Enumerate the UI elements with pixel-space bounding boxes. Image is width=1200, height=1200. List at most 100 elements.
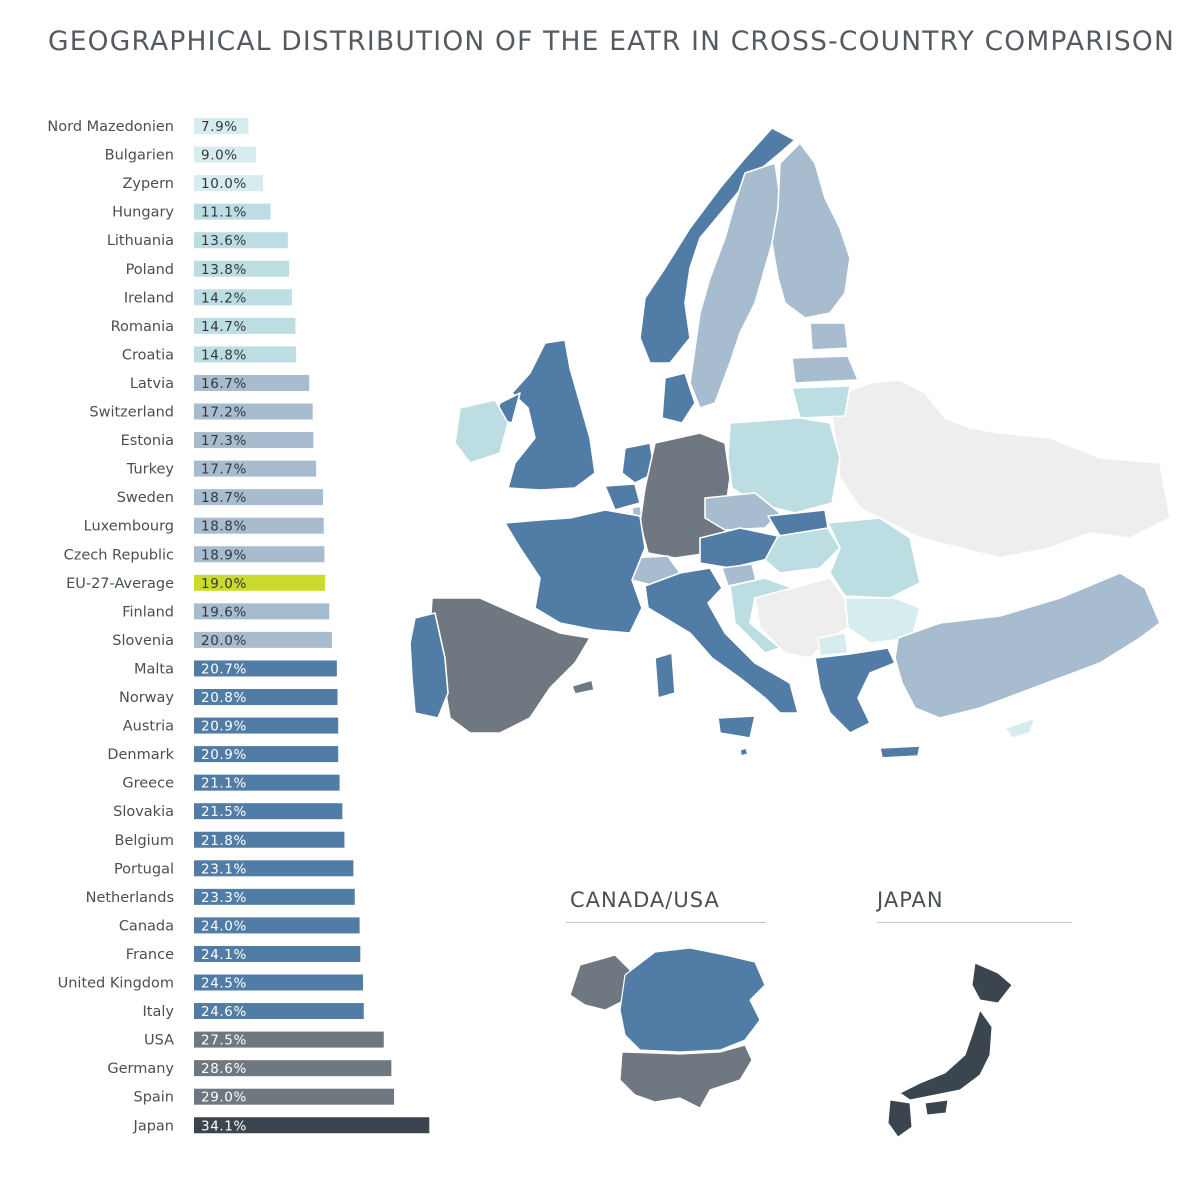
na-inset-rule (566, 922, 766, 923)
bar (194, 803, 343, 820)
map-honshu (899, 1008, 993, 1101)
value-label: 34.1% (201, 1118, 247, 1134)
value-label: 11.1% (201, 205, 247, 221)
bar (194, 232, 288, 249)
value-label: 18.7% (201, 490, 247, 506)
value-label: 23.3% (201, 890, 247, 906)
category-label: EU-27-Average (66, 576, 174, 592)
category-label: Luxembourg (84, 519, 174, 535)
category-label: Slovenia (112, 633, 174, 649)
north-america-map (569, 947, 766, 1109)
value-label: 18.9% (201, 547, 247, 563)
category-label: Lithuania (107, 233, 174, 249)
bar (194, 831, 345, 848)
value-label: 7.9% (201, 119, 238, 135)
map-belgium (604, 483, 641, 511)
category-label: USA (144, 1033, 174, 1049)
map-malta (739, 747, 749, 757)
bar (194, 660, 337, 677)
category-label: Slovakia (113, 804, 174, 820)
category-label: Switzerland (89, 405, 174, 421)
map-shikoku (924, 1099, 949, 1116)
category-label: Germany (107, 1061, 174, 1077)
category-label: Bulgarien (105, 148, 174, 164)
category-label: United Kingdom (58, 976, 174, 992)
category-label: Greece (122, 776, 174, 792)
bar (194, 689, 338, 705)
value-label: 20.9% (201, 747, 247, 763)
value-label: 16.7% (201, 376, 247, 392)
bar (194, 289, 292, 306)
bar-chart: Nord Mazedonien 7.9% Bulgarien 9.0% Zypern 10… (47, 118, 430, 1134)
map-czech (704, 492, 781, 531)
map-kyushu (887, 1099, 913, 1138)
map-region-east (829, 379, 1170, 559)
bar (194, 203, 271, 220)
category-label: Portugal (114, 861, 174, 877)
map-uk (507, 339, 596, 491)
bar (194, 945, 361, 962)
bar (194, 260, 290, 277)
bar (194, 489, 324, 506)
map-portugal (409, 612, 449, 719)
map-sardinia (654, 652, 676, 699)
value-label: 17.2% (201, 405, 247, 421)
value-label: 23.1% (201, 861, 247, 877)
value-label: 20.9% (201, 719, 247, 735)
category-label: Finland (122, 604, 174, 620)
map-sweden (689, 162, 781, 409)
map-hokkaido (971, 962, 1013, 1004)
category-label: Ireland (124, 290, 174, 306)
value-label: 13.8% (201, 262, 247, 278)
category-label: France (126, 947, 174, 963)
value-label: 20.7% (201, 661, 247, 677)
bar (194, 1117, 430, 1134)
map-estonia (809, 322, 849, 351)
bar (194, 460, 317, 477)
category-label: Norway (119, 690, 174, 706)
bar (194, 974, 364, 991)
bar (194, 574, 326, 591)
map-lithuania (791, 385, 851, 419)
value-label: 14.2% (201, 290, 247, 306)
bar (194, 603, 330, 620)
category-label: Estonia (121, 433, 174, 449)
value-label: 20.0% (201, 633, 247, 649)
japan-inset-rule (877, 922, 1072, 923)
bar (194, 774, 340, 791)
map-poland (727, 417, 841, 514)
value-label: 10.0% (201, 176, 247, 192)
category-label: Latvia (130, 376, 174, 392)
map-greece (814, 647, 896, 734)
bar (194, 888, 355, 905)
japan-map (887, 962, 1013, 1138)
value-label: 20.8% (201, 690, 247, 706)
map-usa (619, 1044, 753, 1109)
bar (194, 432, 314, 449)
value-label: 17.3% (201, 433, 247, 449)
map-north-macedonia (817, 632, 849, 657)
bar (194, 546, 325, 563)
bar (194, 118, 249, 134)
value-label: 17.7% (201, 462, 247, 478)
category-label: Japan (133, 1118, 174, 1134)
value-label: 14.8% (201, 347, 247, 363)
bar (194, 1088, 395, 1105)
bar (194, 517, 324, 534)
map-sicily (717, 715, 756, 739)
bar (194, 1031, 384, 1048)
category-label: Spain (133, 1090, 174, 1106)
europe-map (409, 127, 1170, 759)
map-latvia (791, 355, 859, 384)
map-cyprus (1004, 717, 1036, 739)
value-label: 24.0% (201, 918, 247, 934)
value-label: 19.0% (201, 576, 247, 592)
bar (194, 746, 339, 763)
bar (194, 175, 263, 192)
value-label: 9.0% (201, 148, 238, 164)
bar (194, 717, 339, 734)
bar (194, 403, 313, 420)
category-label: Netherlands (86, 890, 174, 906)
category-label: Czech Republic (64, 547, 174, 563)
map-canada (619, 947, 766, 1053)
